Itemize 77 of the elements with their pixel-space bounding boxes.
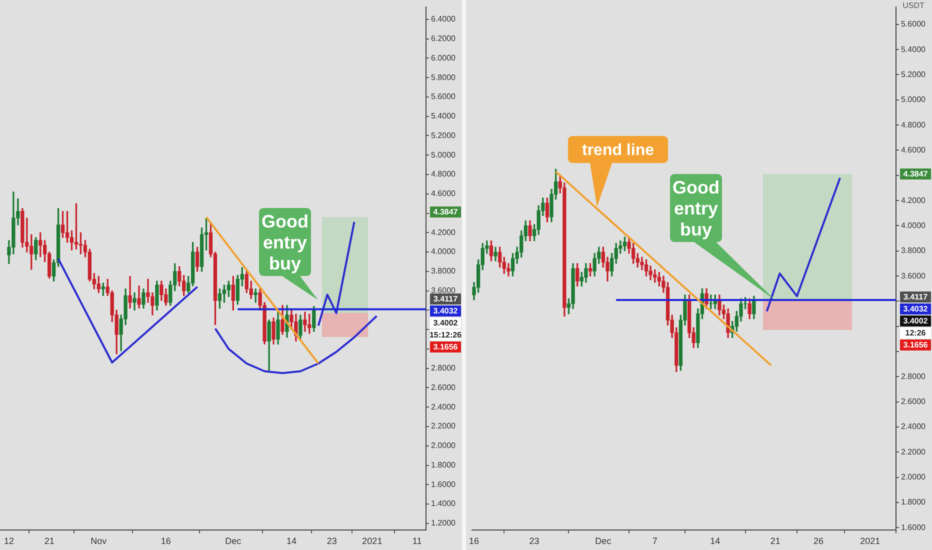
y-tick-label: 4.6000: [901, 145, 926, 154]
y-tick-label: 1.6000: [431, 480, 456, 489]
y-tick-label: 6.4000: [431, 14, 456, 24]
annotation: Good entry buy: [262, 211, 308, 274]
annotation: Good entry buy: [672, 177, 720, 240]
y-tick-label: 5.4000: [901, 44, 926, 54]
text: 3.1656: [433, 342, 458, 352]
x-tick-label: 14: [286, 536, 296, 546]
x-tick-label: 23: [326, 536, 337, 546]
y-tick-label: 1.2000: [431, 518, 456, 528]
speech-bubble: Good entry buy: [259, 208, 318, 300]
y-tick-label: 2.8000: [901, 372, 926, 381]
x-tick-label: 16: [469, 536, 480, 546]
y-tick-label: 5.6000: [431, 92, 456, 102]
text: 3.4117: [433, 294, 458, 304]
y-tick-label: 2.6000: [431, 382, 456, 392]
y-tick-label: 5.2000: [901, 70, 926, 79]
x-tick-label: 21: [44, 536, 54, 546]
text: 3.4002: [433, 318, 458, 328]
annotation: trend line: [582, 142, 654, 160]
y-tick-label: 2.2000: [431, 422, 456, 431]
y-tick-label: 5.6000: [901, 20, 926, 29]
y-tick-label: 5.0000: [901, 95, 926, 104]
text: 12:26: [905, 328, 926, 338]
speech-bubble: trend line: [568, 136, 668, 207]
y-tick-label: 4.8000: [901, 120, 926, 130]
text: 3.4002: [903, 316, 928, 326]
y-tick-label: 4.2000: [431, 228, 456, 237]
text: 4.3847: [433, 208, 458, 217]
y-tick-label: 2.6000: [901, 397, 926, 406]
y-tick-label: 3.6000: [901, 271, 926, 280]
y-tick-label: 4.0000: [431, 247, 456, 256]
text: 3.1656: [903, 340, 928, 350]
x-tick-label: 16: [160, 536, 171, 546]
x-tick-label: 23: [529, 536, 540, 546]
y-tick-label: 5.8000: [431, 72, 456, 82]
y-tick-label: 4.8000: [431, 170, 456, 179]
y-tick-label: 3.8000: [431, 266, 456, 276]
text: 3.4032: [903, 304, 928, 314]
y-tick-label: 2.8000: [431, 364, 456, 373]
y-tick-label: 2.0000: [431, 441, 456, 450]
y-axis-title: USDT: [902, 1, 924, 10]
x-tick-label: 26: [813, 536, 824, 546]
x-tick-label: 2021: [860, 536, 880, 546]
y-tick-label: 4.2000: [901, 196, 926, 205]
x-tick-label: Dec: [225, 536, 242, 546]
text: 4.3847: [903, 170, 928, 179]
y-tick-label: 1.8000: [431, 460, 456, 470]
candlestick: [128, 276, 132, 309]
x-tick-label: 12: [4, 536, 14, 546]
x-tick-label: 14: [710, 536, 720, 546]
y-tick-label: 4.0000: [901, 220, 926, 230]
y-tick-label: 6.0000: [431, 53, 456, 62]
text: 3.4032: [433, 306, 458, 316]
y-tick-label: 6.2000: [431, 34, 456, 43]
text: 3.4117: [903, 292, 928, 302]
y-tick-label: 1.4000: [431, 499, 456, 508]
y-tick-label: 5.0000: [431, 150, 456, 160]
speech-bubble: Good entry buy: [670, 174, 775, 300]
y-tick-label: 2.2000: [901, 447, 926, 456]
y-tick-label: 5.4000: [431, 112, 456, 121]
text: 15:12:26: [429, 330, 462, 340]
y-tick-label: 3.8000: [901, 246, 926, 256]
y-tick-label: 2.4000: [431, 402, 456, 412]
y-tick-label: 3.6000: [431, 286, 456, 295]
y-tick-label: 2.4000: [901, 422, 926, 432]
x-tick-label: 2021: [362, 536, 382, 546]
y-tick-label: 1.6000: [901, 522, 926, 532]
x-tick-label: 7: [652, 536, 658, 546]
y-tick-label: 5.2000: [431, 130, 456, 140]
y-tick-label: 2.0000: [901, 472, 926, 482]
x-tick-label: 21: [770, 536, 780, 546]
x-tick-label: 11: [412, 536, 422, 546]
y-tick-label: 4.6000: [431, 189, 456, 198]
y-tick-label: 1.8000: [901, 498, 926, 507]
x-tick-label: Nov: [90, 536, 108, 546]
x-tick-label: Dec: [595, 536, 612, 546]
